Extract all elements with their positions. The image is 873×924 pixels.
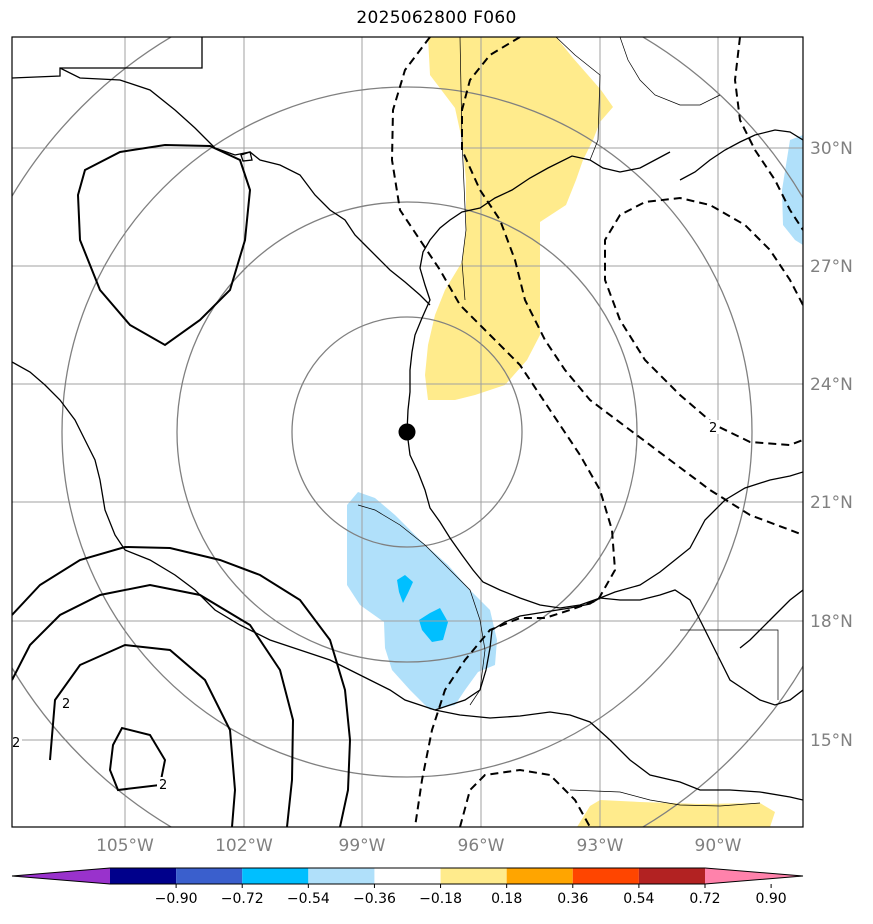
pacific-coast (12, 361, 126, 551)
dashed-contour-2 (461, 37, 803, 536)
cuba-coast (739, 589, 803, 649)
range-rings (12, 37, 803, 827)
positive-shade-south (577, 800, 775, 827)
positive-anomaly-shading (425, 37, 775, 827)
dashed-contour-4 (604, 196, 803, 447)
contour-label: 2 (159, 778, 167, 793)
dashed-contour-5 (459, 768, 591, 827)
lat-label: 30°N (810, 139, 853, 159)
colorbar-tick-label: −0.72 (221, 891, 264, 907)
lat-label: 27°N (810, 257, 853, 277)
lat-label: 18°N (810, 612, 853, 632)
lon-label: 96°W (458, 836, 505, 856)
colorbar-segment (176, 868, 243, 884)
colorbar: −0.90 −0.72 −0.54 −0.36 −0.18 0.18 0.36 0.54 0.7… (11, 867, 804, 907)
map-layers: 2 2 2 2 (12, 37, 803, 827)
contour-label: 2 (709, 421, 717, 436)
coastlines (12, 37, 803, 801)
contour-sw-outer (12, 545, 352, 827)
lon-label: 93°W (577, 836, 624, 856)
negative-core-1 (397, 575, 413, 603)
colorbar-segment (506, 868, 573, 884)
map-title: 2025062800 F060 (356, 8, 517, 28)
colorbar-segment (572, 868, 639, 884)
colorbar-tick-label: 0.18 (491, 891, 522, 907)
dashed-contour-3 (733, 37, 803, 231)
negative-shade-east (782, 135, 803, 245)
colorbar-tick-label: −0.90 (155, 891, 198, 907)
yucatan-east (599, 589, 803, 706)
colorbar-segment (308, 868, 375, 884)
solid-contours (12, 143, 352, 827)
colorbar-segment (440, 868, 507, 884)
colorbar-tick-label: 0.72 (689, 891, 720, 907)
colorbar-extend-low (12, 868, 110, 884)
contour-labels: 2 2 2 2 (12, 420, 719, 793)
lat-label: 15°N (810, 731, 853, 751)
louisiana-coast (679, 129, 803, 181)
lon-label: 99°W (339, 836, 386, 856)
lat-label: 24°N (810, 375, 853, 395)
northwest-coast (12, 37, 203, 79)
contour-label: 2 (12, 736, 20, 751)
map-frame (11, 36, 804, 828)
contour-sw-3 (49, 643, 237, 827)
colorbar-extend-high (705, 868, 803, 884)
lake-small (240, 151, 253, 162)
colorbar-tick-label: −0.36 (353, 891, 396, 907)
storm-center-dot (398, 423, 416, 441)
positive-shade-north (425, 37, 613, 400)
lat-label: 21°N (810, 493, 853, 513)
colorbar-tick-label: 0.90 (756, 891, 787, 907)
dashed-contour-1 (390, 37, 617, 827)
negative-core-2 (419, 608, 448, 642)
colorbar-segment (242, 868, 309, 884)
colorbar-segment (374, 868, 441, 884)
contour-sw-inner (108, 726, 167, 792)
contour-label: 2 (62, 697, 70, 712)
northwest-border (59, 67, 431, 306)
colorbar-segment (638, 868, 705, 884)
colorbar-tick-label: 0.36 (557, 891, 588, 907)
colorbar-segment (110, 868, 177, 884)
political-borders (357, 37, 779, 807)
colorbar-tick-label: −0.18 (419, 891, 462, 907)
central-america-south (434, 709, 803, 801)
colorbar-outline (11, 867, 804, 885)
longitude-labels: 105°W 102°W 99°W 96°W 93°W 90°W (96, 836, 742, 856)
central-america-coast (124, 549, 436, 711)
contour-sw-2 (12, 583, 295, 827)
colorbar-tick-label: 0.54 (623, 891, 654, 907)
lon-label: 90°W (695, 836, 742, 856)
latitude-labels: 30°N 27°N 24°N 21°N 18°N 15°N (810, 139, 853, 751)
lon-label: 102°W (215, 836, 273, 856)
lon-label: 105°W (96, 836, 154, 856)
contour-high-north (76, 143, 252, 347)
dashed-contours (390, 37, 803, 827)
colorbar-tick-label: −0.54 (287, 891, 330, 907)
